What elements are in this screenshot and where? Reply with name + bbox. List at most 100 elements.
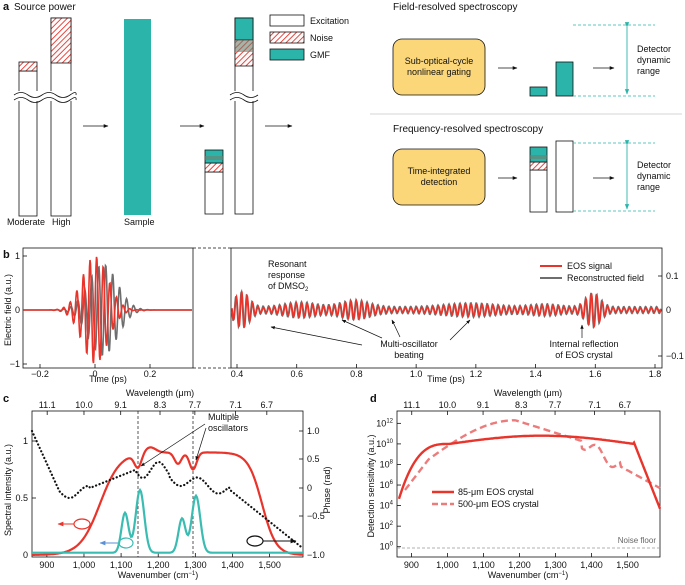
red-curve-marker bbox=[73, 518, 91, 530]
ann-resonant-3: of DMSO2 bbox=[268, 281, 309, 293]
d-legend: 85-μm EOS crystal 500-μm EOS crystal bbox=[432, 487, 539, 509]
c-frame bbox=[31, 410, 304, 558]
range-label-2: range bbox=[637, 182, 660, 192]
source-power-label: Source power bbox=[14, 2, 76, 13]
detector-label-1: Detector bbox=[637, 44, 671, 54]
ann-resonant-1: Resonant bbox=[268, 259, 307, 269]
frequency-resolved-title: Frequency-resolved spectroscopy bbox=[393, 124, 543, 135]
b-left-ytick: 0 bbox=[15, 305, 20, 315]
panel-b: b Electric field (a.u.) −0.2 0 0.2 1 0 −1 0.4… bbox=[3, 247, 684, 384]
c-top-tick: 11.1 bbox=[39, 400, 56, 410]
b-left-ticks: −0.2 0 0.2 1 0 −1 bbox=[10, 251, 157, 379]
c-top-tick: 9.1 bbox=[114, 400, 127, 410]
c-xtick: 1,100 bbox=[110, 560, 133, 570]
d-ytick: 1010 bbox=[376, 439, 393, 449]
c-ytick-right: 0 bbox=[307, 483, 312, 493]
d-top-tick: 10.0 bbox=[439, 400, 457, 410]
b-right-ticks: 0.4 0.6 0.8 1.0 1.2 1.4 1.6 1.8 0.1 0 −0.1 bbox=[231, 271, 684, 379]
sample-label: Sample bbox=[124, 217, 155, 227]
panel-b-label: b bbox=[3, 249, 10, 261]
dynamic-label-1: dynamic bbox=[637, 55, 671, 65]
b-right-xtick: 1.8 bbox=[649, 369, 662, 379]
ann-internal-2: of EOS crystal bbox=[555, 350, 613, 360]
moderate-bar-after bbox=[204, 149, 224, 215]
b-left-eos-trace bbox=[24, 256, 192, 364]
d-500um-curve bbox=[404, 419, 661, 491]
b-right-xtick: 1.0 bbox=[410, 369, 423, 379]
b-right-xtick: 1.2 bbox=[470, 369, 483, 379]
d-85um-curve bbox=[397, 434, 662, 510]
legend-500um: 500-μm EOS crystal bbox=[458, 499, 539, 509]
c-xtick: 1,200 bbox=[147, 560, 170, 570]
c-ytick-left: 0.5 bbox=[15, 493, 28, 503]
panel-d-label: d bbox=[370, 393, 377, 405]
b-right-xtick: 1.4 bbox=[529, 369, 542, 379]
range-label-1: range bbox=[637, 66, 660, 76]
c-xtick: 1,400 bbox=[221, 560, 244, 570]
d-xtick: 1,000 bbox=[436, 560, 459, 570]
c-top-label: Wavelength (μm) bbox=[126, 388, 194, 398]
c-top-tick: 7.1 bbox=[229, 400, 242, 410]
d-xtick: 1,400 bbox=[580, 560, 603, 570]
d-ticks: 900 1,000 1,100 1,200 1,300 1,400 1,500 11.1 10.… bbox=[376, 400, 639, 570]
c-top-tick: 10.0 bbox=[75, 400, 93, 410]
b-right-ytick: 0 bbox=[666, 305, 671, 315]
d-ytick: 100 bbox=[380, 542, 394, 552]
ann-multiple-1: Multiple bbox=[208, 412, 239, 422]
d-xtick: 1,300 bbox=[544, 560, 567, 570]
sample-block bbox=[124, 19, 151, 215]
c-top-tick: 6.7 bbox=[261, 400, 274, 410]
ann-internal-1: Internal reflection bbox=[549, 339, 618, 349]
d-top-label: Wavelength (μm) bbox=[494, 388, 562, 398]
c-oscillator-curve bbox=[32, 487, 303, 554]
d-ytick: 1012 bbox=[376, 418, 393, 428]
ann-multi-1: Multi-oscillator bbox=[380, 339, 438, 349]
d-top-tick: 8.3 bbox=[515, 400, 528, 410]
moderate-label: Moderate bbox=[7, 217, 45, 227]
c-ytick-right: 1.0 bbox=[307, 426, 320, 436]
c-top-tick: 7.7 bbox=[189, 400, 202, 410]
detection-line1: Time-integrated bbox=[408, 166, 471, 176]
high-bar bbox=[50, 17, 72, 217]
d-ytick: 108 bbox=[380, 459, 394, 469]
b-left-ytick: −1 bbox=[10, 359, 20, 369]
panel-a-label: a bbox=[3, 1, 10, 13]
c-top-tick: 8.3 bbox=[154, 400, 167, 410]
axis-break bbox=[13, 91, 77, 103]
d-ylabel: Detection sensitivity (a.u.) bbox=[366, 434, 376, 537]
panel-d: d Wavelength (μm) 900 1,000 1,100 1,200 1,30… bbox=[366, 388, 662, 580]
d-frame bbox=[396, 410, 661, 558]
detection-line2: detection bbox=[421, 177, 458, 187]
b-right-xtick: 1.6 bbox=[589, 369, 602, 379]
moderate-bar bbox=[18, 61, 38, 217]
detection-box bbox=[392, 148, 486, 206]
b-xlabel-right: Time (ps) bbox=[427, 374, 465, 384]
d-top-tick: 7.1 bbox=[588, 400, 601, 410]
b-right-xtick: 0.8 bbox=[350, 369, 363, 379]
b-legend: EOS signal Reconstructed field bbox=[540, 261, 644, 283]
c-ytick-right: −1.0 bbox=[307, 550, 325, 560]
ann-multiple-2: oscillators bbox=[208, 423, 249, 433]
d-top-tick: 6.7 bbox=[619, 400, 632, 410]
d-ytick: 106 bbox=[380, 480, 394, 490]
gating-line2: nonlinear gating bbox=[407, 67, 471, 77]
detector-label-2: Detector bbox=[637, 160, 671, 170]
teal-curve-marker bbox=[118, 537, 134, 549]
gating-box bbox=[392, 38, 486, 96]
c-ytick-left: 0 bbox=[23, 550, 28, 560]
b-xlabel-left: Time (ps) bbox=[89, 374, 127, 384]
phase-curve-marker bbox=[246, 535, 264, 547]
c-spectral-intensity-curve bbox=[32, 446, 303, 556]
d-xtick: 900 bbox=[404, 560, 419, 570]
noise-floor-label: Noise floor bbox=[618, 536, 657, 545]
b-left-frame bbox=[22, 247, 194, 369]
gating-line1: Sub-optical-cycle bbox=[405, 56, 474, 66]
c-xlabel: Wavenumber (cm−1) bbox=[118, 570, 199, 580]
b-left-xtick: −0.2 bbox=[31, 369, 49, 379]
d-xtick: 1,100 bbox=[472, 560, 495, 570]
b-right-ytick: 0.1 bbox=[666, 271, 679, 281]
legend-a: Excitation Noise GMF bbox=[269, 14, 349, 61]
c-phase-curve bbox=[30, 429, 305, 550]
d-ytick: 102 bbox=[380, 521, 394, 531]
